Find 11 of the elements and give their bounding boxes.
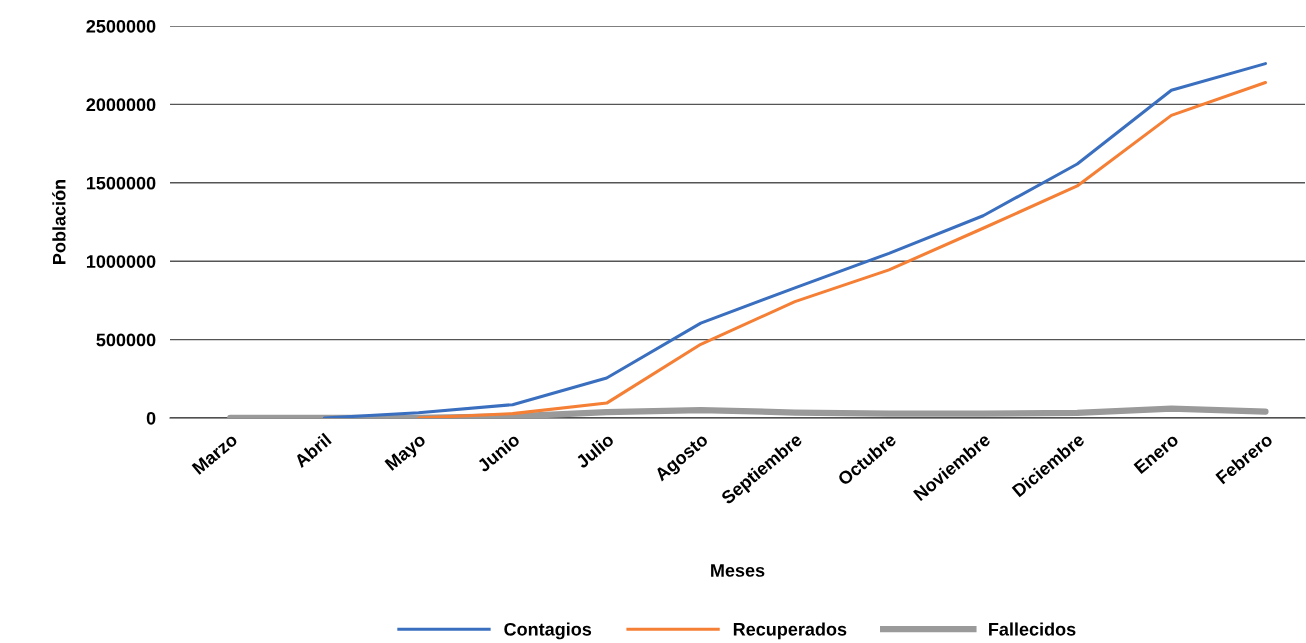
y-axis-title: Población (52, 179, 66, 264)
y-tick-label: 2000000 (86, 98, 156, 112)
y-tick-label: 500000 (96, 333, 156, 347)
x-axis-title: Meses (711, 564, 765, 577)
y-tick-label: 1000000 (86, 255, 156, 268)
y-tick-label: 0 (146, 411, 156, 425)
legend-label: Contagios (504, 622, 592, 640)
y-tick-label: 2500000 (86, 19, 156, 33)
legend-label: Fallecidos (989, 622, 1076, 636)
y-tick-label: 1500000 (86, 176, 156, 190)
legend-label: Recuperados (733, 622, 847, 640)
